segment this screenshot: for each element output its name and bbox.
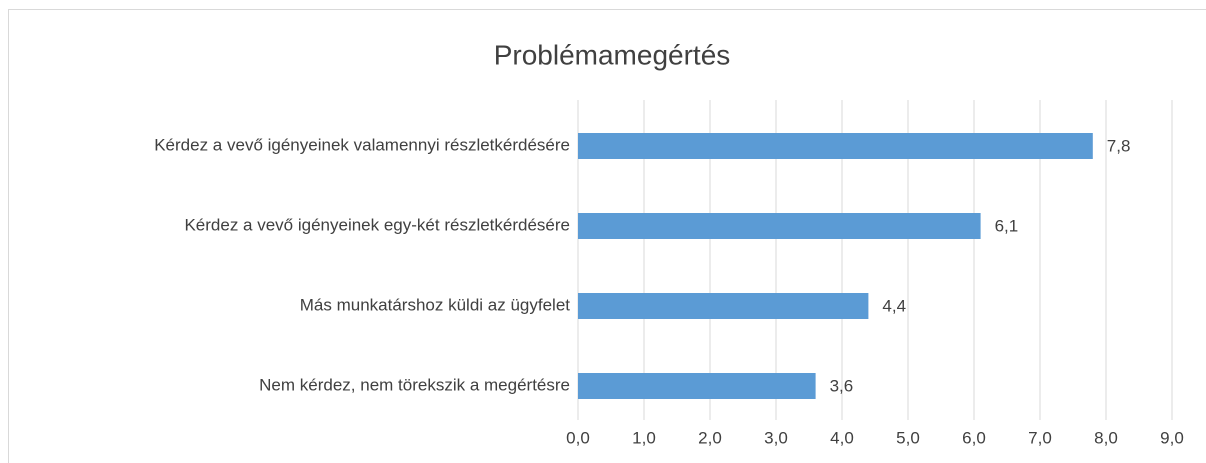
y-tick-label: Kérdez a vevő igényeinek egy-két részlet… xyxy=(184,215,570,234)
x-tick-label: 1,0 xyxy=(632,428,656,447)
x-tick-label: 4,0 xyxy=(830,428,854,447)
x-tick-label: 8,0 xyxy=(1094,428,1118,447)
y-tick-label: Kérdez a vevő igényeinek valamennyi rész… xyxy=(154,135,570,154)
value-label: 7,8 xyxy=(1107,136,1131,155)
value-label: 4,4 xyxy=(882,296,906,315)
y-tick-label: Nem kérdez, nem törekszik a megértésre xyxy=(259,375,570,394)
chart-title: Problémamegértés xyxy=(494,39,731,70)
bar xyxy=(578,293,869,319)
y-tick-label: Más munkatárshoz küldi az ügyfelet xyxy=(300,295,571,314)
x-tick-label: 3,0 xyxy=(764,428,788,447)
bar xyxy=(578,133,1093,159)
x-tick-label: 9,0 xyxy=(1160,428,1184,447)
x-tick-label: 2,0 xyxy=(698,428,722,447)
value-label: 6,1 xyxy=(995,216,1019,235)
bar xyxy=(578,373,816,399)
x-tick-label: 5,0 xyxy=(896,428,920,447)
x-tick-label: 0,0 xyxy=(566,428,590,447)
bar xyxy=(578,213,981,239)
value-label: 3,6 xyxy=(830,376,854,395)
x-tick-label: 6,0 xyxy=(962,428,986,447)
chart-border xyxy=(8,9,1206,463)
x-tick-label: 7,0 xyxy=(1028,428,1052,447)
